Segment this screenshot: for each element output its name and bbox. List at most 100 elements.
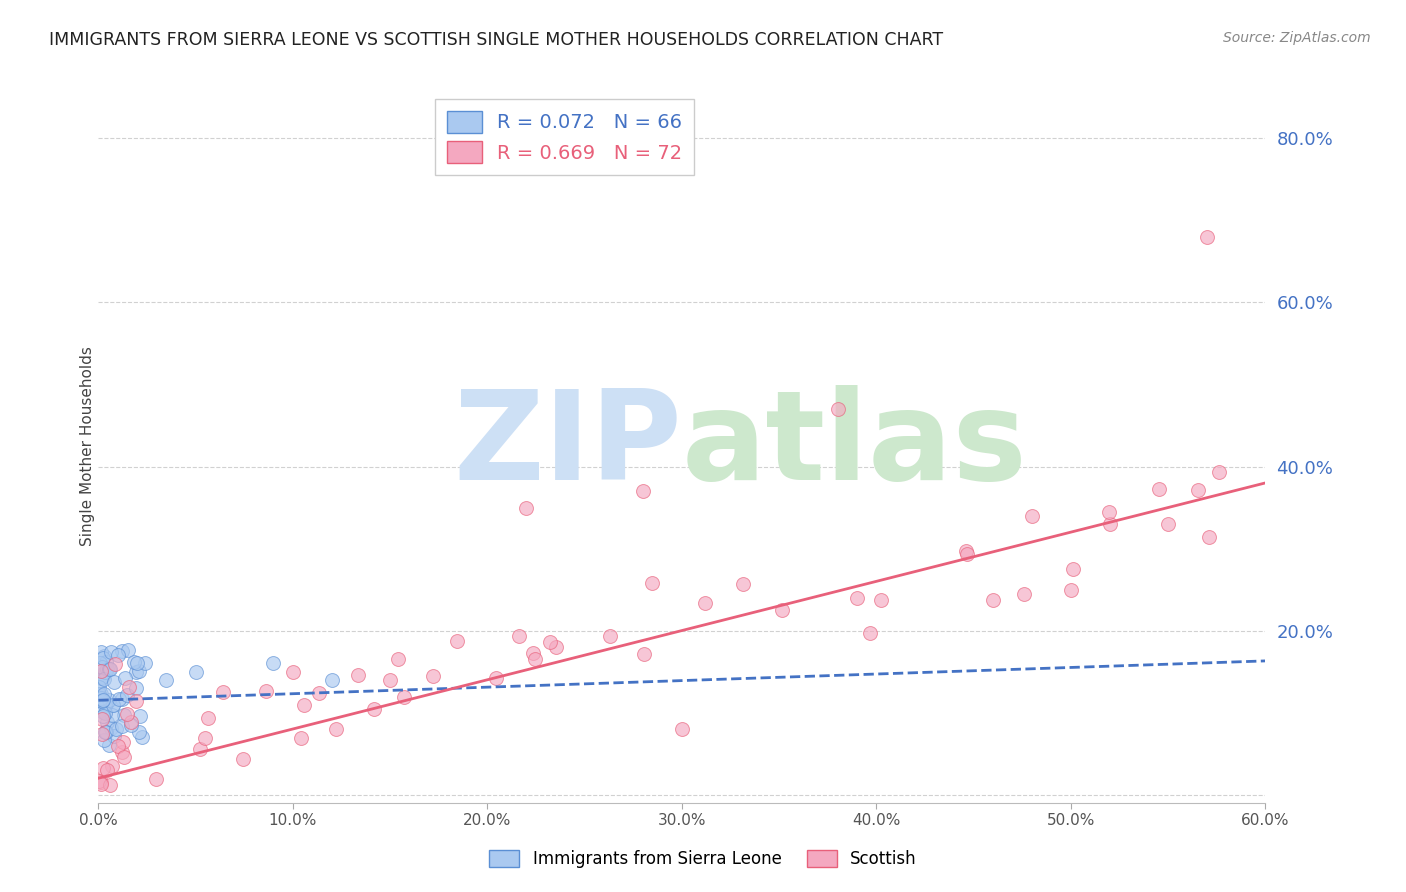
Point bbox=[422, 669, 444, 683]
Point bbox=[290, 731, 312, 745]
Point bbox=[97, 662, 120, 676]
Point bbox=[121, 718, 143, 732]
Point bbox=[188, 741, 211, 756]
Point bbox=[90, 775, 112, 789]
Point bbox=[524, 652, 547, 666]
Point bbox=[91, 694, 114, 708]
Point bbox=[546, 640, 568, 655]
Point bbox=[111, 745, 134, 759]
Point bbox=[96, 662, 118, 676]
Point bbox=[87, 773, 110, 788]
Point bbox=[89, 667, 111, 681]
Point bbox=[94, 725, 117, 739]
Point bbox=[98, 778, 121, 792]
Point bbox=[122, 656, 145, 670]
Point bbox=[100, 759, 122, 773]
Point bbox=[94, 697, 117, 711]
Point bbox=[90, 645, 112, 659]
Point bbox=[89, 676, 111, 690]
Point bbox=[1021, 508, 1043, 523]
Point bbox=[108, 692, 131, 706]
Point bbox=[321, 673, 343, 687]
Point bbox=[641, 575, 664, 590]
Point bbox=[93, 672, 115, 686]
Point bbox=[846, 591, 869, 605]
Point bbox=[90, 660, 112, 674]
Point bbox=[212, 685, 235, 699]
Point bbox=[197, 710, 219, 724]
Point bbox=[671, 722, 693, 736]
Point bbox=[128, 665, 150, 679]
Point bbox=[363, 702, 385, 716]
Point bbox=[111, 718, 134, 732]
Point bbox=[695, 596, 717, 610]
Point bbox=[1099, 517, 1122, 532]
Point bbox=[89, 656, 111, 670]
Point bbox=[485, 672, 508, 686]
Point bbox=[107, 648, 129, 662]
Point bbox=[125, 681, 148, 696]
Point bbox=[93, 706, 115, 721]
Point bbox=[1195, 230, 1218, 244]
Point bbox=[446, 634, 468, 648]
Point bbox=[103, 729, 125, 743]
Point bbox=[103, 675, 125, 690]
Point bbox=[128, 725, 150, 739]
Point bbox=[91, 712, 114, 726]
Point bbox=[104, 657, 127, 672]
Y-axis label: Single Mother Households: Single Mother Households bbox=[80, 346, 94, 546]
Point bbox=[870, 593, 893, 607]
Point bbox=[380, 673, 402, 687]
Point bbox=[392, 690, 415, 705]
Point bbox=[91, 668, 114, 682]
Point bbox=[859, 626, 882, 640]
Point bbox=[90, 671, 112, 685]
Point bbox=[956, 547, 979, 561]
Point bbox=[91, 705, 114, 719]
Point bbox=[93, 761, 115, 775]
Point bbox=[118, 680, 141, 694]
Point bbox=[515, 500, 537, 515]
Point bbox=[1157, 516, 1180, 531]
Point bbox=[112, 735, 135, 749]
Point bbox=[522, 646, 544, 660]
Point bbox=[96, 715, 118, 730]
Point bbox=[93, 649, 115, 664]
Text: Source: ZipAtlas.com: Source: ZipAtlas.com bbox=[1223, 31, 1371, 45]
Point bbox=[128, 709, 150, 723]
Point bbox=[308, 686, 330, 700]
Point bbox=[387, 652, 409, 666]
Point bbox=[254, 684, 277, 698]
Point bbox=[90, 687, 112, 701]
Point bbox=[125, 694, 148, 708]
Point bbox=[94, 655, 117, 669]
Point bbox=[955, 544, 977, 558]
Point bbox=[292, 698, 315, 713]
Point bbox=[98, 662, 121, 676]
Point bbox=[981, 592, 1004, 607]
Point bbox=[100, 645, 122, 659]
Point bbox=[114, 671, 136, 685]
Point bbox=[90, 690, 112, 705]
Point bbox=[115, 689, 138, 703]
Point bbox=[105, 722, 128, 736]
Point bbox=[90, 776, 112, 790]
Point bbox=[1187, 483, 1209, 498]
Point bbox=[91, 693, 114, 707]
Point bbox=[91, 651, 114, 665]
Point bbox=[325, 722, 347, 736]
Point bbox=[134, 656, 156, 670]
Point bbox=[87, 687, 110, 701]
Point bbox=[538, 635, 561, 649]
Legend: Immigrants from Sierra Leone, Scottish: Immigrants from Sierra Leone, Scottish bbox=[482, 843, 924, 875]
Point bbox=[155, 673, 177, 687]
Point bbox=[120, 714, 142, 729]
Point bbox=[91, 708, 114, 723]
Point bbox=[117, 643, 139, 657]
Point bbox=[87, 680, 110, 694]
Point bbox=[1208, 465, 1230, 479]
Point bbox=[101, 698, 124, 712]
Point bbox=[131, 730, 153, 744]
Point bbox=[93, 665, 115, 680]
Point bbox=[98, 738, 121, 752]
